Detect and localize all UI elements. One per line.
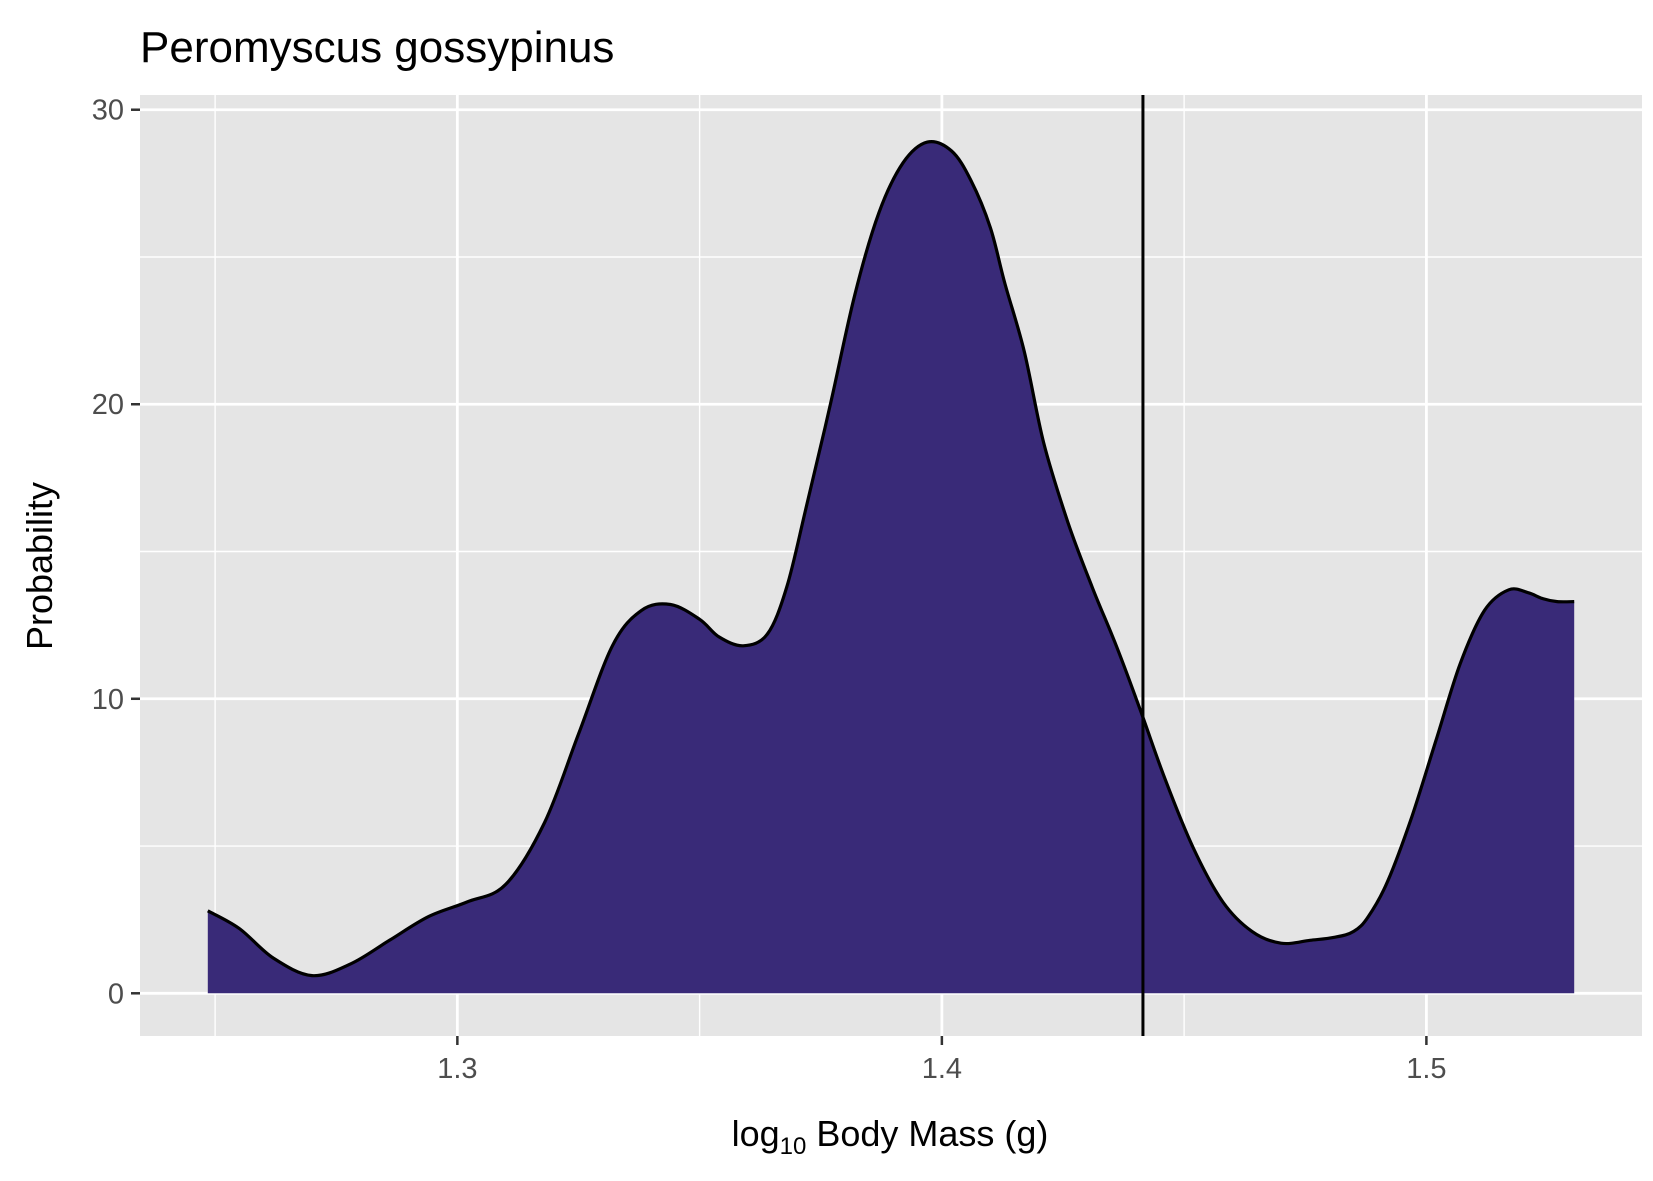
density-area [207,141,1575,994]
y-axis: 0 10 20 30 [92,95,140,1010]
chart-title: Peromyscus gossypinus [140,23,614,72]
x-axis-title-subscript: 10 [780,1133,807,1160]
x-tick-label-0: 1.3 [437,1053,477,1085]
x-axis-title-suffix: Body Mass (g) [806,1113,1048,1154]
x-tick-label-2: 1.5 [1406,1053,1446,1085]
y-tick-label-3: 30 [92,95,124,127]
y-tick-label-2: 20 [92,389,124,421]
x-axis-title-prefix: log [732,1113,780,1154]
y-axis-title: Probability [19,482,60,650]
y-tick-label-0: 0 [108,978,124,1010]
x-tick-label-1: 1.4 [922,1053,962,1085]
y-tick-label-1: 10 [92,684,124,716]
density-line [207,140,1575,978]
x-axis-title: log10 Body Mass (g) [732,1113,1049,1160]
x-axis: 1.3 1.4 1.5 [437,1036,1447,1085]
